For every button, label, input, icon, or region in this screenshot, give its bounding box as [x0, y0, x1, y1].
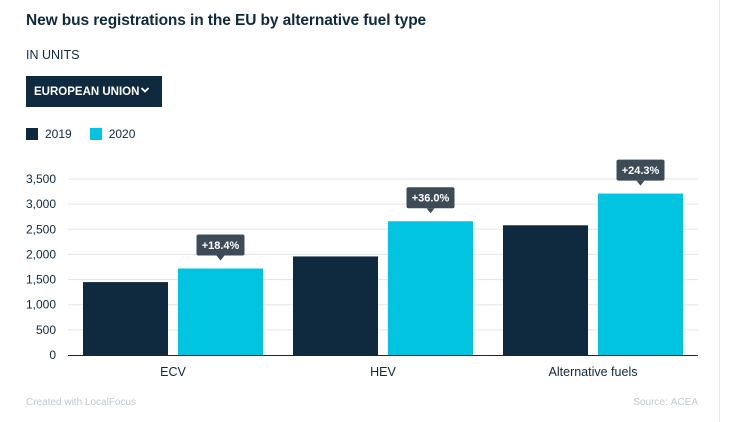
chart-title: New bus registrations in the EU by alter…: [26, 12, 427, 29]
legend-label-2019: 2019: [45, 127, 72, 141]
x-category-label: HEV: [370, 365, 396, 379]
region-dropdown[interactable]: EUROPEAN UNION: [26, 76, 162, 107]
legend-item-2019[interactable]: 2019: [26, 127, 72, 141]
y-tick-label: 3,000: [26, 197, 56, 211]
source-value: ACEA: [670, 397, 698, 408]
y-tick-label: 0: [49, 348, 56, 362]
y-tick-label: 1,000: [26, 298, 56, 312]
annotation-pointer: [636, 180, 645, 186]
legend-label-2020: 2020: [108, 127, 136, 141]
source-text: Source: ACEA: [560, 397, 698, 408]
bar-2020: [178, 268, 263, 355]
x-category-label: Alternative fuels: [549, 365, 638, 379]
annotation-label: +36.0%: [412, 193, 450, 205]
annotation-box: [406, 187, 455, 209]
annotation-pointer: [216, 255, 225, 261]
x-category-label: ECV: [160, 365, 186, 379]
bar-2020: [598, 193, 683, 355]
y-tick-label: 2,000: [26, 247, 56, 261]
legend-swatch-2020: [89, 128, 102, 140]
right-divider: [719, 0, 720, 422]
bar-2019: [83, 282, 168, 355]
y-tick-label: 3,500: [26, 172, 56, 186]
region-dropdown-label: EUROPEAN UNION: [34, 85, 140, 98]
annotation-label: +18.4%: [202, 240, 240, 252]
legend-item-2020[interactable]: 2020: [89, 127, 136, 141]
annotation-pointer: [426, 208, 435, 214]
legend-swatch-2019: [26, 128, 38, 140]
y-tick-label: 500: [36, 323, 56, 337]
chart-subtitle: IN UNITS: [26, 48, 80, 62]
annotation-box: [616, 159, 665, 181]
bar-2020: [388, 221, 473, 355]
legend: 2019 2020: [26, 127, 153, 141]
credit-text: Created with LocalFocus: [26, 397, 137, 408]
y-tick-label: 2,500: [26, 222, 56, 236]
bar-2019: [293, 256, 378, 355]
y-tick-label: 1,500: [26, 273, 56, 287]
source-label: Source:: [633, 397, 668, 408]
annotation-label: +24.3%: [622, 165, 660, 177]
chevron-down-icon: [140, 87, 150, 93]
bar-2019: [503, 225, 588, 355]
annotation-box: [196, 234, 245, 256]
